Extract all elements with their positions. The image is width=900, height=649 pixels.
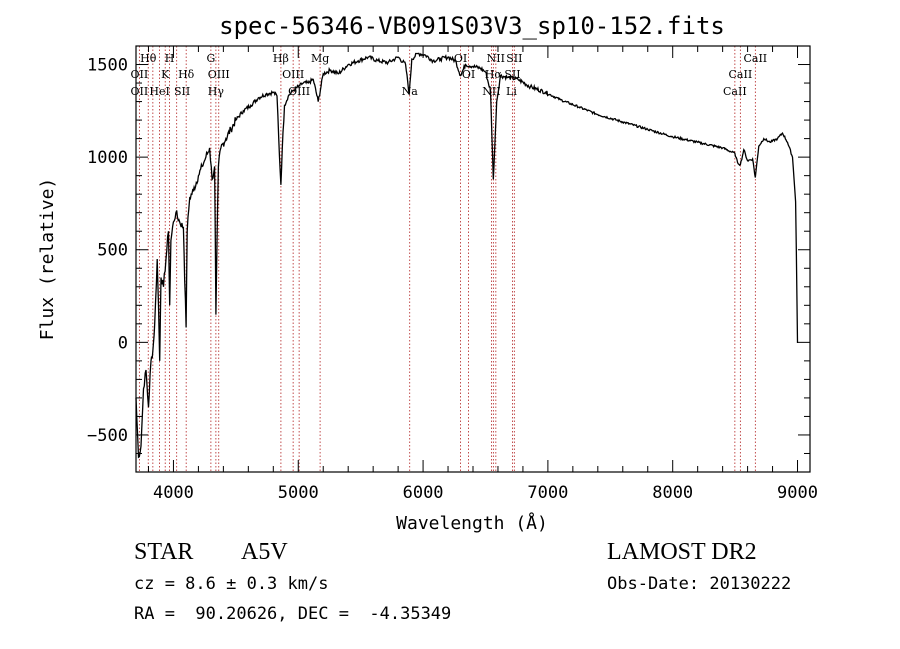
line-label: H <box>165 52 175 65</box>
line-label: SII <box>174 85 190 98</box>
line-markers <box>138 46 756 472</box>
y-tick-label: 0 <box>118 333 128 353</box>
line-label: K <box>161 68 170 81</box>
chart-title: spec-56346-VB091S03V3_sp10-152.fits <box>219 12 725 40</box>
line-label: OIII <box>288 85 310 98</box>
line-label: Hθ <box>140 52 157 65</box>
line-label: OII <box>131 68 149 81</box>
line-label: OIII <box>208 68 230 81</box>
line-label: CaII <box>743 52 767 65</box>
x-tick-label: 9000 <box>777 483 818 503</box>
y-tick-label: 1000 <box>87 148 128 168</box>
x-axis-label: Wavelength (Å) <box>396 512 548 534</box>
plot-frame <box>135 45 811 473</box>
survey-name: LAMOST DR2 <box>607 539 757 565</box>
line-label: HeI <box>149 85 169 98</box>
observation-date: Obs-Date: 20130222 <box>607 574 792 594</box>
line-label: NII <box>487 52 505 65</box>
y-tick-label: −500 <box>87 426 128 446</box>
line-label: Hδ <box>178 68 195 81</box>
y-tick-label: 500 <box>97 241 128 261</box>
line-label: Mg <box>311 52 329 65</box>
object-subclass: A5V <box>241 539 288 565</box>
line-label: NII <box>482 85 500 98</box>
line-label: OIII <box>282 68 304 81</box>
spectrum-line <box>135 52 799 459</box>
line-label: SII <box>506 52 522 65</box>
redshift-velocity: cz = 8.6 ± 0.3 km/s <box>134 574 329 594</box>
y-tick-label: 1500 <box>87 56 128 76</box>
line-label: Hα <box>485 68 503 81</box>
x-tick-label: 4000 <box>153 483 194 503</box>
line-label: OII <box>131 85 149 98</box>
line-label: Hγ <box>208 85 225 98</box>
line-label: CaII <box>729 68 753 81</box>
y-axis: −500 0 500 1000 1500 <box>87 45 810 454</box>
sky-coordinates: RA = 90.20626, DEC = -4.35349 <box>134 604 452 624</box>
line-label: Hβ <box>273 52 289 65</box>
line-label: CaII <box>723 85 747 98</box>
line-label: G <box>206 52 215 65</box>
object-class: STAR <box>134 539 194 565</box>
line-label: Li <box>506 85 517 98</box>
x-tick-label: 8000 <box>652 483 693 503</box>
x-tick-label: 5000 <box>278 483 319 503</box>
line-label: OI <box>462 68 475 81</box>
x-axis: 4000 5000 6000 7000 8000 9000 <box>147 46 818 503</box>
x-tick-label: 6000 <box>403 483 444 503</box>
line-label: OI <box>454 52 467 65</box>
y-axis-label: Flux (relative) <box>37 178 58 341</box>
x-tick-label: 7000 <box>527 483 568 503</box>
